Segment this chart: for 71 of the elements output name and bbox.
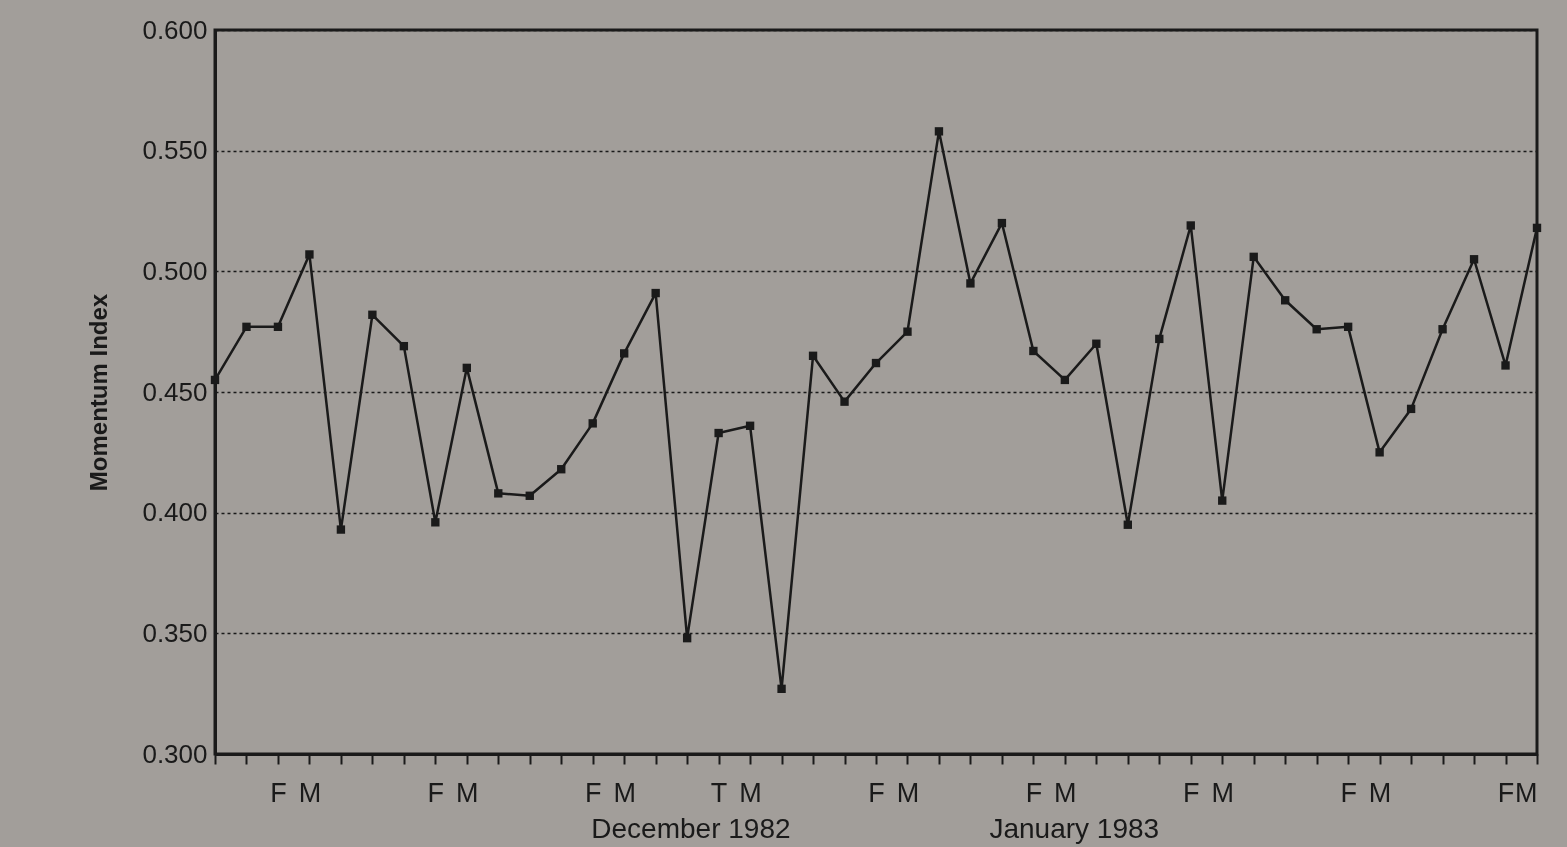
point xyxy=(399,341,409,351)
x-tick-label: F xyxy=(1183,777,1200,808)
x-tick-label: M xyxy=(896,777,920,808)
point xyxy=(525,491,534,500)
y-tick-label: 0.350 xyxy=(142,617,208,648)
point xyxy=(368,310,377,319)
point xyxy=(997,218,1007,228)
x-tick-label: T xyxy=(710,777,728,808)
x-tick-label: F xyxy=(270,777,287,808)
point xyxy=(273,322,283,332)
point xyxy=(1155,334,1164,344)
x-tick-label: M xyxy=(613,777,636,808)
point xyxy=(745,421,755,430)
text: January 1983 xyxy=(989,813,1160,844)
y-tick-label: 0.300 xyxy=(142,738,208,769)
point xyxy=(1092,339,1101,348)
point xyxy=(714,428,723,438)
x-tick-label: M xyxy=(1211,777,1234,808)
point xyxy=(557,465,566,474)
point xyxy=(431,518,440,527)
point xyxy=(1218,496,1227,505)
point xyxy=(1060,375,1070,385)
x-tick-label: F xyxy=(1497,777,1515,808)
point xyxy=(494,489,503,498)
y-tick-label: 0.400 xyxy=(142,497,208,528)
point xyxy=(1312,325,1321,334)
point xyxy=(1249,252,1258,262)
point xyxy=(651,288,660,298)
point xyxy=(840,397,849,406)
y-tick-label: 0.500 xyxy=(142,255,208,286)
point xyxy=(336,525,346,534)
point xyxy=(1343,322,1353,332)
point xyxy=(1029,346,1038,356)
point xyxy=(903,327,912,336)
point xyxy=(1281,296,1290,305)
point xyxy=(462,363,471,373)
point xyxy=(1438,325,1447,334)
x-tick-label: F xyxy=(868,777,885,808)
x-tick-label: M xyxy=(1054,777,1077,808)
point xyxy=(808,351,818,360)
x-tick-label: F xyxy=(1340,777,1357,808)
point xyxy=(242,322,251,332)
point xyxy=(1406,404,1416,414)
point xyxy=(1186,221,1195,230)
point xyxy=(871,358,881,368)
point xyxy=(934,127,944,136)
text: December 1982 xyxy=(591,813,791,844)
point xyxy=(210,375,220,385)
x-tick-label: M xyxy=(298,777,322,808)
x-tick-label: M xyxy=(739,777,762,808)
point xyxy=(777,684,786,694)
point xyxy=(620,349,629,358)
point xyxy=(966,279,975,288)
y-tick-label: 0.550 xyxy=(142,135,208,166)
point xyxy=(682,633,692,643)
y-axis-title: Momentum Index xyxy=(85,293,113,492)
point xyxy=(1469,255,1479,264)
x-tick-label: M xyxy=(1515,777,1538,808)
x-tick-label: F xyxy=(1025,777,1043,808)
point xyxy=(1532,223,1542,233)
x-tick-label: M xyxy=(456,777,479,808)
point xyxy=(1375,448,1384,457)
x-tick-label: F xyxy=(584,777,602,808)
x-tick-label: F xyxy=(427,777,445,808)
point xyxy=(305,250,314,259)
y-tick-label: 0.600 xyxy=(142,14,208,45)
point xyxy=(1123,520,1132,529)
y-tick-label: 0.450 xyxy=(142,376,208,407)
x-tick-label: M xyxy=(1368,777,1392,808)
point xyxy=(1501,361,1510,370)
point xyxy=(588,419,597,428)
